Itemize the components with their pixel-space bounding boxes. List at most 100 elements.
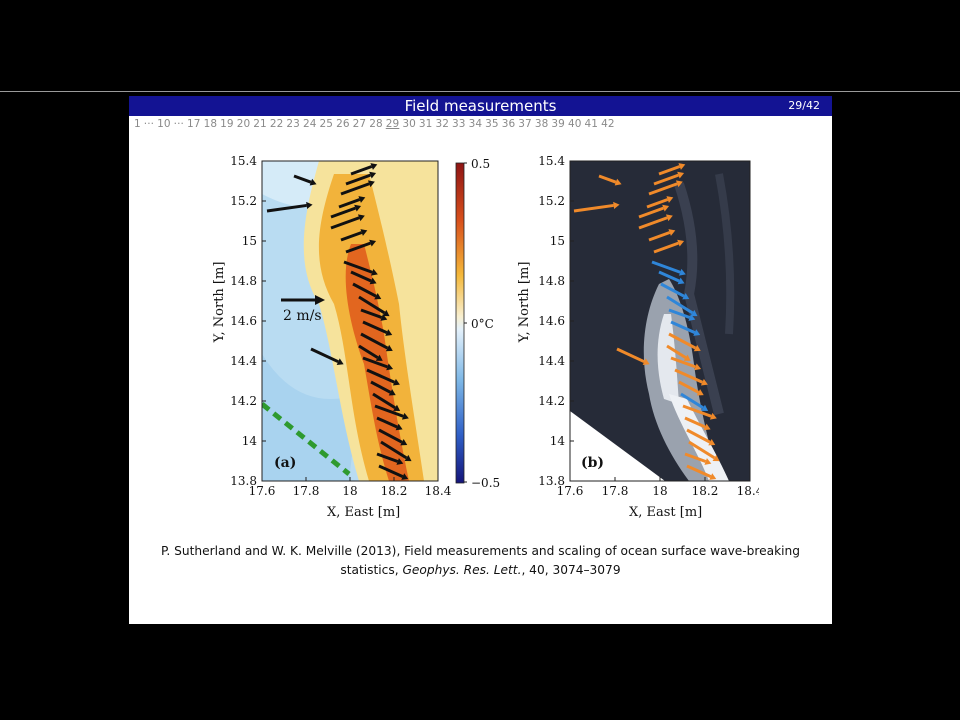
nav-ellipsis: ···	[173, 118, 184, 130]
velocity-arrow-head	[380, 314, 388, 321]
velocity-arrow-head	[682, 293, 690, 300]
nav-slide-link[interactable]: 19	[220, 118, 234, 130]
velocity-arrow-head	[700, 378, 708, 386]
velocity-arrow-head	[367, 180, 375, 188]
velocity-arrow-head	[703, 423, 711, 431]
nav-slide-link[interactable]: 37	[518, 118, 532, 130]
velocity-arrow-head	[400, 439, 408, 446]
velocity-arrow-head	[677, 171, 685, 179]
nav-slide-link[interactable]: 33	[452, 118, 466, 130]
image-field	[570, 161, 750, 481]
velocity-arrow-head	[708, 439, 716, 446]
citation: P. Sutherland and W. K. Melville (2013),…	[149, 542, 812, 580]
velocity-arrow-head	[678, 268, 686, 276]
velocity-arrow-head	[662, 204, 670, 212]
scale-arrow-head	[315, 295, 325, 305]
y-tick-label: 14.8	[538, 274, 565, 288]
velocity-arrow	[266, 203, 307, 213]
x-tick-label: 18.2	[381, 484, 408, 498]
nav-slide-link[interactable]: 29	[385, 118, 400, 130]
nav-slide-link[interactable]: 39	[551, 118, 565, 130]
nav-slide-link[interactable]: 22	[269, 118, 284, 130]
nav-slide-link[interactable]: 25	[319, 118, 334, 130]
nav-slide-link[interactable]: 30	[402, 118, 416, 130]
citation-journal: Geophys. Res. Lett.	[402, 563, 522, 577]
velocity-arrow-head	[690, 309, 698, 317]
y-tick-label: 14	[242, 434, 258, 448]
nav-slide-link[interactable]: 28	[369, 118, 383, 130]
nav-slide-link[interactable]: 24	[302, 118, 317, 130]
velocity-arrow	[668, 332, 697, 350]
velocity-arrow	[293, 174, 312, 184]
velocity-arrow-head	[369, 171, 377, 179]
nav-slide-link[interactable]: 32	[435, 118, 449, 130]
velocity-arrow	[310, 347, 339, 364]
velocity-arrow	[362, 320, 388, 334]
slide-navigation: 1 ··· 10 ··· 17 18 19 20 21 22 23 24 25 26 27 28 29 30 31 3…	[134, 118, 618, 130]
velocity-arrow	[374, 404, 404, 418]
velocity-arrow-head	[683, 354, 691, 361]
velocity-arrow-head	[614, 178, 622, 186]
velocity-arrow	[660, 282, 685, 298]
velocity-arrow-head	[336, 358, 344, 365]
nav-slide-link[interactable]: 10	[157, 118, 171, 130]
y-tick-label: 14.6	[538, 314, 565, 328]
nav-slide-link[interactable]: 34	[468, 118, 483, 130]
panel-label-b: (b)	[581, 455, 604, 471]
wave-streak	[715, 173, 735, 335]
velocity-arrow	[360, 332, 389, 350]
nav-slide-link[interactable]: 38	[534, 118, 549, 130]
velocity-arrow	[376, 452, 399, 463]
y-tick-label: 15	[242, 234, 257, 248]
velocity-arrow-head	[712, 454, 720, 462]
nav-slide-link[interactable]: 36	[501, 118, 516, 130]
citation-authors: P. Sutherland and W. K. Melville (2013),…	[160, 544, 801, 577]
x-tick-label: 17.8	[293, 484, 320, 498]
colorbar-tick-label: 0°C	[471, 317, 494, 331]
nav-slide-link[interactable]: 17	[187, 118, 201, 130]
y-tick-label: 15	[550, 234, 565, 248]
velocity-arrow	[350, 270, 372, 283]
nav-slide-link[interactable]: 1	[134, 118, 141, 130]
velocity-arrow-head	[386, 363, 394, 371]
nav-slide-link[interactable]: 40	[567, 118, 582, 130]
velocity-arrow-head	[709, 412, 717, 420]
temperature-field	[262, 161, 438, 481]
velocity-arrow-head	[357, 214, 365, 222]
nav-slide-link[interactable]: 42	[601, 118, 615, 130]
nav-slide-link[interactable]: 18	[203, 118, 218, 130]
nav-slide-link[interactable]: 41	[584, 118, 599, 130]
velocity-arrow	[638, 206, 664, 219]
y-tick-label: 13.8	[538, 474, 565, 488]
y-tick-label: 14	[550, 434, 566, 448]
nav-slide-link[interactable]: 27	[352, 118, 367, 130]
nav-slide-link[interactable]: 35	[485, 118, 499, 130]
figure-svg: 2 m/s (a) 17.6 17.8 18 18.2 18.4 15.4 15.2 15 14…	[212, 154, 764, 520]
xlabel-b: X, East [m]	[629, 505, 702, 520]
nav-slide-link[interactable]: 26	[336, 118, 350, 130]
velocity-arrow	[330, 216, 360, 230]
velocity-arrow-head	[642, 358, 650, 365]
nav-slide-link[interactable]: 20	[236, 118, 251, 130]
velocity-arrow	[658, 270, 680, 283]
velocity-arrow-head	[401, 412, 409, 420]
velocity-arrow	[338, 198, 361, 209]
y-tick-label: 15.2	[230, 194, 257, 208]
velocity-arrow	[598, 174, 617, 184]
velocity-arrow-head	[677, 277, 685, 285]
wave-streak	[674, 182, 724, 416]
x-tick-label: 17.6	[557, 484, 584, 498]
velocity-arrow-head	[358, 196, 366, 203]
nav-slide-link[interactable]: 21	[253, 118, 267, 130]
x-tick-label: 17.6	[249, 484, 276, 498]
nav-slide-link[interactable]: 31	[418, 118, 433, 130]
panel-b: (b) 17.6 17.8 18 18.2 18.4 15.4 15.2 15 14.8 14.6…	[517, 154, 764, 520]
velocity-arrow	[686, 428, 711, 444]
velocity-arrow-head	[360, 229, 368, 236]
velocity-arrow-head	[395, 423, 403, 431]
figure: 2 m/s (a) 17.6 17.8 18 18.2 18.4 15.4 15.2 15 14…	[199, 154, 764, 538]
nav-slide-link[interactable]: 23	[286, 118, 300, 130]
velocity-arrow-head	[388, 389, 396, 396]
velocity-arrow	[666, 295, 694, 315]
y-tick-label: 14.6	[230, 314, 257, 328]
